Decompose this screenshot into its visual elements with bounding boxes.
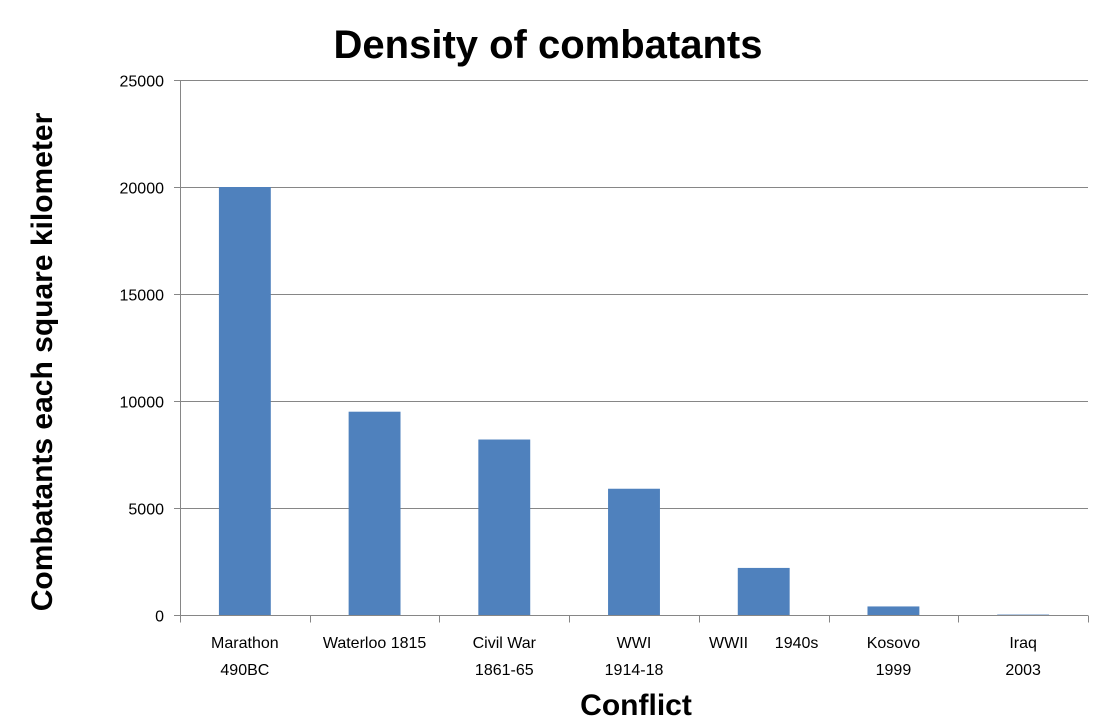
y-axis-title: Combatants each square kilometer	[26, 112, 59, 611]
x-tick-label: 2003	[1005, 662, 1041, 679]
bar	[348, 411, 401, 615]
x-tick-label: WWI	[617, 635, 652, 652]
chart-title: Density of combatants	[334, 23, 763, 67]
y-tick-label: 25000	[120, 74, 165, 91]
gridlines	[174, 80, 1088, 616]
y-axis-tick-labels: 0 5000 10000 15000 20000 25000	[120, 74, 165, 626]
x-tick-label: Civil War	[473, 635, 537, 652]
y-tick-label: 10000	[120, 395, 165, 412]
bar	[997, 614, 1050, 616]
y-tick-label: 0	[155, 609, 164, 626]
x-tick-label: Kosovo	[867, 635, 920, 652]
x-tick-label: Iraq	[1009, 635, 1037, 652]
x-tick-label: 490BC	[220, 662, 269, 679]
x-axis	[180, 80, 1089, 623]
bar	[478, 439, 531, 615]
bars	[218, 187, 1050, 616]
y-tick-label: 20000	[120, 181, 165, 198]
x-axis-title: Conflict	[580, 689, 692, 722]
bar	[737, 567, 790, 615]
bar	[608, 488, 660, 615]
x-tick-label: 1999	[876, 662, 912, 679]
bar	[867, 606, 920, 615]
x-tick-label: Marathon	[211, 635, 279, 652]
x-tick-label: Waterloo 1815	[323, 635, 427, 652]
x-tick-label: 1861-65	[475, 662, 534, 679]
x-tick-label: 1914-18	[605, 662, 664, 679]
x-axis-tick-labels: Marathon 490BC Waterloo 1815 Civil War 1861-…	[211, 635, 1041, 679]
y-tick-label: 15000	[120, 288, 165, 305]
bar	[218, 187, 271, 615]
y-tick-label: 5000	[128, 502, 164, 519]
x-tick-label: WWII 1940s	[709, 635, 818, 652]
